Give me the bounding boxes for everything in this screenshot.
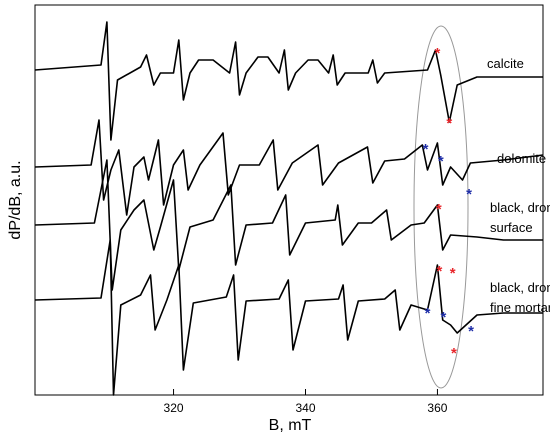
x-tick-label: 320 — [164, 401, 184, 415]
peak-marker: * — [450, 265, 456, 282]
series-label: fine mortar — [490, 300, 550, 315]
peak-marker: * — [468, 323, 474, 340]
series-label: black, dromos — [490, 200, 550, 215]
spectrum-line — [34, 239, 543, 396]
peak-marker: * — [451, 345, 457, 362]
series-label: calcite — [487, 56, 524, 71]
peak-marker: * — [436, 263, 442, 280]
peak-marker: * — [436, 201, 442, 218]
spectrum-line — [34, 119, 544, 216]
peak-marker: * — [435, 45, 441, 62]
peak-marker: * — [440, 309, 446, 326]
x-axis-label: B, mT — [269, 417, 312, 434]
series-label: black, dromos — [490, 280, 550, 295]
peak-marker: * — [446, 115, 452, 132]
x-tick-label: 360 — [427, 401, 447, 415]
highlight-ellipse — [413, 25, 469, 389]
spectrum-line — [34, 159, 543, 291]
peak-marker: * — [466, 186, 472, 203]
peak-marker: * — [438, 153, 444, 170]
x-tick-label: 340 — [295, 401, 315, 415]
spectrum-line — [34, 21, 543, 141]
series-label: surface — [490, 220, 533, 235]
series-label: dolomite — [497, 151, 546, 166]
plot-frame — [34, 4, 544, 396]
y-axis-label: dP/dB, a.u. — [7, 160, 24, 239]
peak-marker: * — [425, 305, 431, 322]
peak-marker: * — [423, 141, 429, 158]
